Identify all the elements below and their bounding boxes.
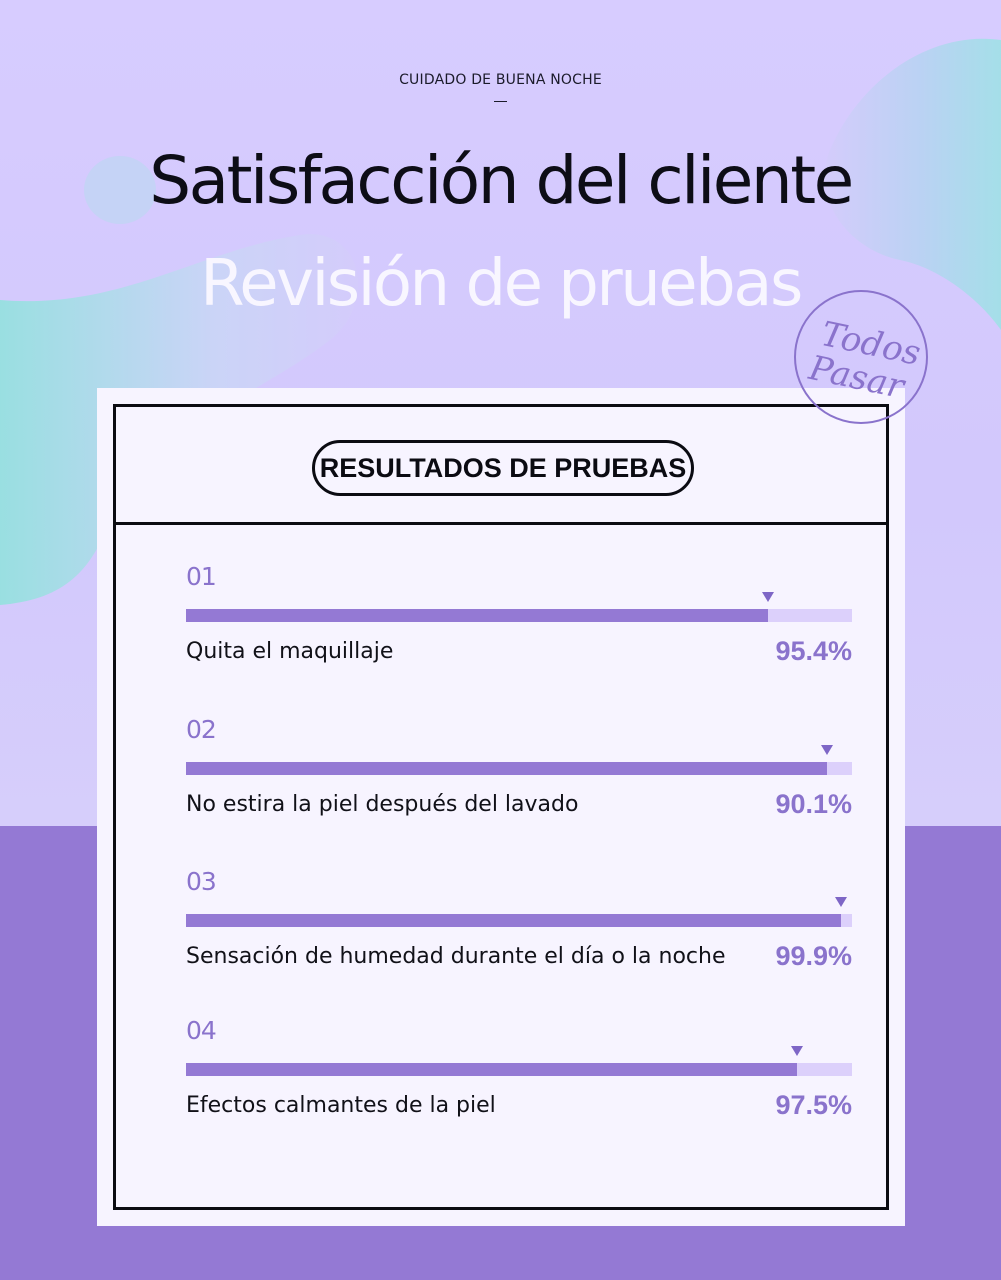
result-label: Sensación de humedad durante el día o la… (186, 944, 726, 969)
eyebrow-divider (494, 101, 507, 102)
page-title: Satisfacción del cliente (149, 142, 854, 219)
result-item: 03 Sensación de humedad durante el día o… (186, 867, 852, 977)
result-marker-icon (834, 897, 847, 907)
result-item: 01 Quita el maquillaje 95.4% (186, 562, 852, 672)
result-number: 02 (186, 715, 217, 744)
result-number: 01 (186, 562, 217, 591)
result-bar-track (186, 1063, 852, 1076)
result-bar-fill (186, 762, 827, 775)
result-value: 99.9% (775, 941, 852, 971)
result-value: 95.4% (775, 636, 852, 666)
result-bar-fill (186, 914, 841, 927)
result-marker-icon (820, 745, 833, 755)
eyebrow-text: CUIDADO DE BUENA NOCHE (399, 72, 602, 88)
results-frame: RESULTADOS DE PRUEBAS 01 Quita el maquil… (113, 404, 889, 1210)
result-item: 04 Efectos calmantes de la piel 97.5% (186, 1016, 852, 1126)
approval-stamp: Todos Pasar (794, 290, 928, 424)
result-item: 02 No estira la piel después del lavado … (186, 715, 852, 825)
result-number: 04 (186, 1016, 217, 1045)
result-bar-fill (186, 1063, 798, 1076)
result-value: 90.1% (775, 789, 852, 819)
results-header: RESULTADOS DE PRUEBAS (116, 407, 886, 525)
results-card: RESULTADOS DE PRUEBAS 01 Quita el maquil… (97, 388, 905, 1226)
result-number: 03 (186, 867, 217, 896)
page-subtitle: Revisión de pruebas (200, 247, 803, 321)
result-marker-icon (762, 592, 775, 602)
result-bar-track (186, 914, 852, 927)
result-label: Quita el maquillaje (186, 639, 394, 664)
result-bar-track (186, 762, 852, 775)
result-label: Efectos calmantes de la piel (186, 1093, 496, 1118)
result-label: No estira la piel después del lavado (186, 792, 579, 817)
result-bar-track (186, 609, 852, 622)
small-bubble-shape (84, 156, 156, 224)
results-heading: RESULTADOS DE PRUEBAS (312, 440, 694, 496)
result-bar-fill (186, 609, 769, 622)
result-value: 97.5% (775, 1090, 852, 1120)
result-marker-icon (791, 1046, 804, 1056)
right-wave-shape (824, 38, 1001, 330)
